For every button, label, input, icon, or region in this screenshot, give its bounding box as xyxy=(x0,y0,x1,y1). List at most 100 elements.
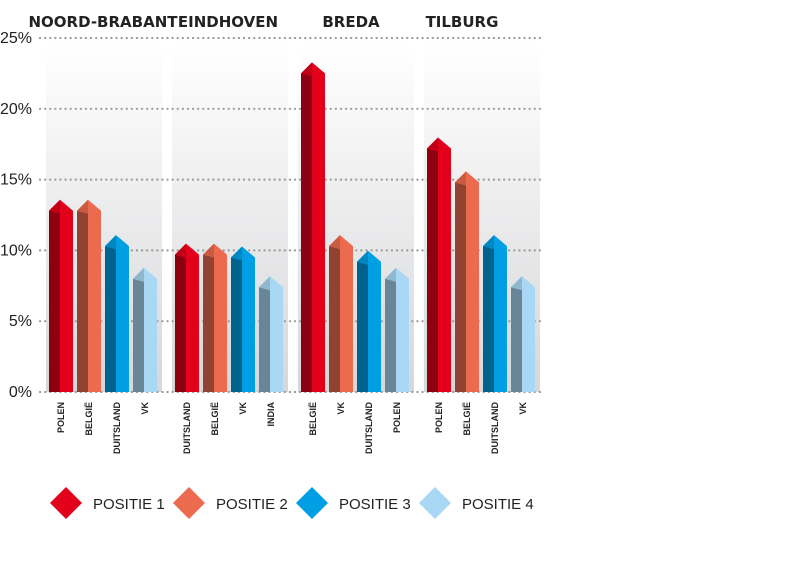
bar-top-shade xyxy=(259,276,270,291)
bar-top-shade xyxy=(105,235,116,250)
bar-face-light xyxy=(466,182,479,392)
bar-face-dark xyxy=(203,254,214,392)
bar-face-dark xyxy=(301,73,312,393)
legend-swatch xyxy=(419,487,451,519)
bar xyxy=(427,137,451,392)
bar-face-dark xyxy=(483,246,494,392)
bar-face-light xyxy=(396,278,409,392)
bar-face-light xyxy=(88,210,101,392)
bar-face-dark xyxy=(77,210,88,392)
bar xyxy=(329,235,353,392)
bar-face-light xyxy=(186,254,199,392)
category-label: BELGIË xyxy=(84,402,94,436)
legend-item: POSITIE 3 xyxy=(296,487,411,519)
category-label: VK xyxy=(518,402,528,415)
category-label: POLEN xyxy=(392,402,402,433)
y-tick-label: 10% xyxy=(0,242,32,259)
legend: POSITIE 1 POSITIE 2 POSITIE 3 POSITIE 4 xyxy=(50,487,534,519)
legend-item: POSITIE 4 xyxy=(419,487,534,519)
bar-face-dark xyxy=(511,287,522,392)
bar-top-shade xyxy=(77,199,88,214)
bar xyxy=(511,276,535,392)
y-tick-label: 5% xyxy=(9,313,32,330)
bar-face-dark xyxy=(231,257,242,392)
bar-top-shade xyxy=(203,243,214,258)
bar-face-light xyxy=(116,246,129,392)
legend-item: POSITIE 1 xyxy=(50,487,165,519)
category-label: BELGIË xyxy=(462,402,472,436)
bar-top-shade xyxy=(357,250,368,265)
bar-top-shade xyxy=(231,246,242,261)
bar-top-shade xyxy=(483,235,494,250)
bar-face-light xyxy=(312,73,325,393)
bar-face-dark xyxy=(427,148,438,392)
bar xyxy=(385,267,409,392)
category-label: DUITSLAND xyxy=(112,402,122,454)
bar xyxy=(301,62,325,393)
category-label: INDIA xyxy=(266,402,276,427)
bar xyxy=(203,243,227,392)
group-label: TILBURG xyxy=(426,13,499,31)
bar-face-light xyxy=(340,246,353,392)
legend-item: POSITIE 2 xyxy=(173,487,288,519)
bar-face-dark xyxy=(385,278,396,392)
category-label: DUITSLAND xyxy=(490,402,500,454)
category-label: BELGIË xyxy=(308,402,318,436)
bar xyxy=(259,276,283,392)
bar-top-shade xyxy=(49,199,60,214)
bar xyxy=(357,250,381,392)
category-label: POLEN xyxy=(434,402,444,433)
bar-top-shade xyxy=(455,171,466,186)
bar-face-dark xyxy=(455,182,466,392)
bar xyxy=(77,199,101,392)
category-label: BELGIË xyxy=(210,402,220,436)
y-tick-label: 0% xyxy=(9,384,32,401)
bar-face-light xyxy=(144,278,157,392)
bar-face-light xyxy=(60,210,73,392)
group-label: EINDHOVEN xyxy=(178,13,278,31)
bar-face-light xyxy=(214,254,227,392)
bar-face-dark xyxy=(105,246,116,392)
category-labels: POLEN BELGIË DUITSLAND VK DUITSLAND BELGIË VK I… xyxy=(56,402,528,455)
bar-face-dark xyxy=(259,287,270,392)
legend-label: POSITIE 1 xyxy=(93,496,165,513)
bar xyxy=(455,171,479,392)
group-labels: NOORD-BRABANT EINDHOVEN BREDA TILBURG xyxy=(29,13,499,31)
category-label: VK xyxy=(238,402,248,415)
bar-top-shade xyxy=(511,276,522,291)
legend-swatch xyxy=(296,487,328,519)
legend-label: POSITIE 3 xyxy=(339,496,411,513)
bar-face-light xyxy=(522,287,535,392)
bar-top-shade xyxy=(329,235,340,250)
y-axis: 0% 5% 10% 15% 20% 25% xyxy=(0,30,32,401)
legend-swatch xyxy=(50,487,82,519)
bar-face-dark xyxy=(49,210,60,392)
bar-face-light xyxy=(270,287,283,392)
category-label: DUITSLAND xyxy=(182,402,192,454)
bar-top-shade xyxy=(133,267,144,282)
y-tick-label: 20% xyxy=(0,101,32,118)
bar xyxy=(49,199,73,392)
group-label: BREDA xyxy=(322,13,380,31)
bar-face-light xyxy=(438,148,451,392)
bar-face-light xyxy=(368,261,381,392)
bars xyxy=(49,62,535,393)
bar-top-shade xyxy=(427,137,438,152)
legend-label: POSITIE 4 xyxy=(462,496,534,513)
bar-top-shade xyxy=(301,62,312,77)
bar-face-light xyxy=(242,257,255,392)
bar-face-dark xyxy=(329,246,340,392)
bar xyxy=(483,235,507,392)
bar xyxy=(133,267,157,392)
bar-top-shade xyxy=(175,243,186,258)
y-tick-label: 25% xyxy=(0,30,32,47)
bar xyxy=(105,235,129,392)
category-label: POLEN xyxy=(56,402,66,433)
bar-face-dark xyxy=(357,261,368,392)
gridlines xyxy=(38,36,542,394)
y-tick-label: 15% xyxy=(0,172,32,189)
bar xyxy=(175,243,199,392)
group-label: NOORD-BRABANT xyxy=(29,13,179,31)
legend-swatch xyxy=(173,487,205,519)
